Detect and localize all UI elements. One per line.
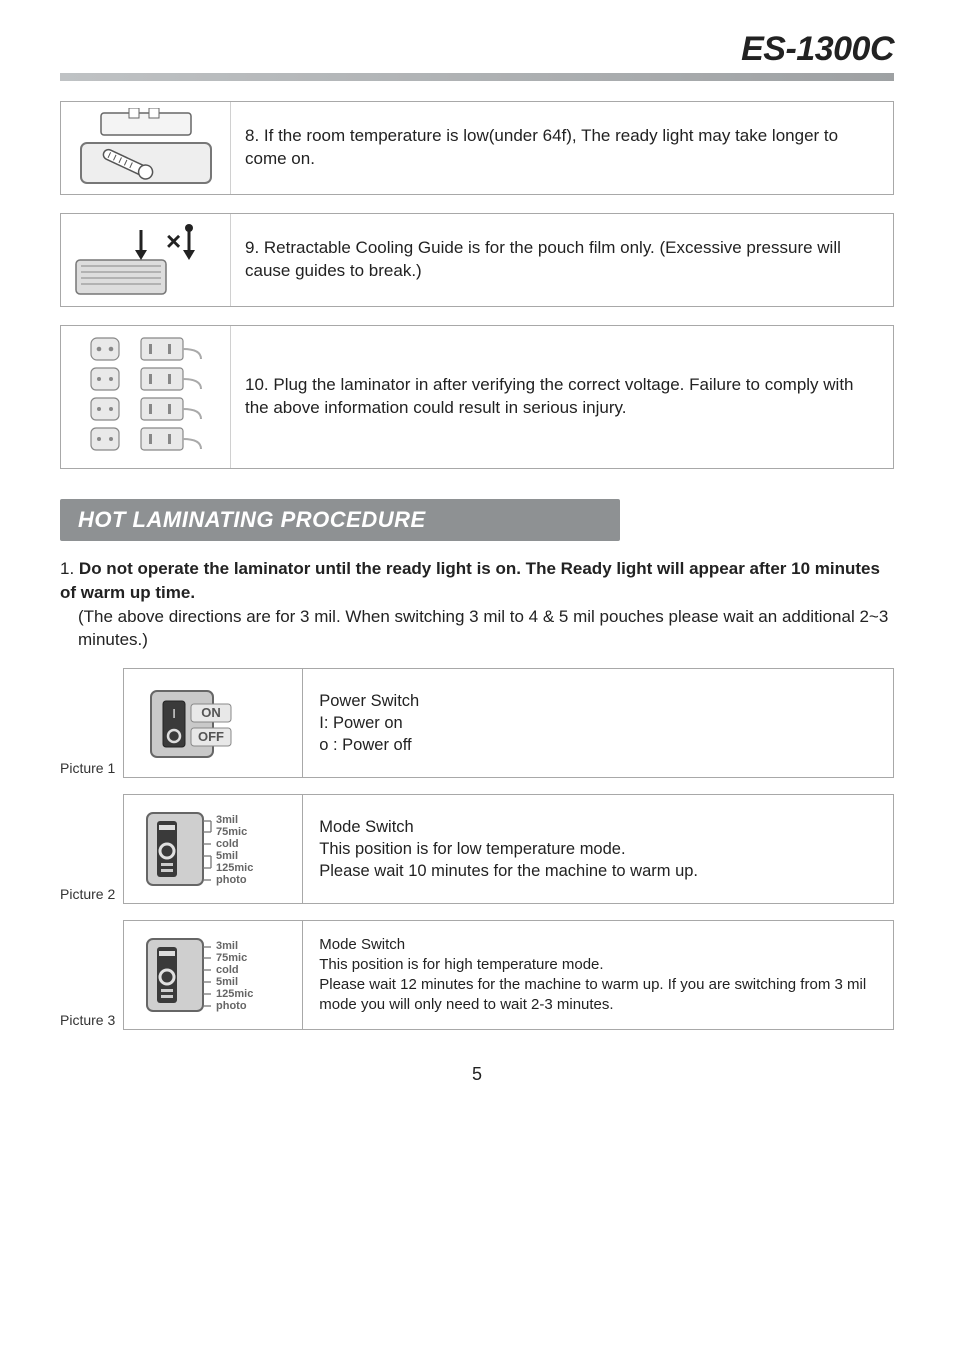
page-number: 5 xyxy=(60,1064,894,1085)
svg-text:125mic: 125mic xyxy=(216,862,253,874)
svg-text:ON: ON xyxy=(202,705,222,720)
info-box-9: × 9. Retractable Cooling Guide is for th… xyxy=(60,213,894,307)
intro-bold: Do not operate the laminator until the r… xyxy=(60,559,880,602)
picture-row-1: Picture 1 I ON OFF Power Switch I: Power… xyxy=(60,668,894,778)
picture-label: Picture 2 xyxy=(60,886,115,904)
text-line: Power Switch xyxy=(319,690,877,712)
thermometer-diagram xyxy=(61,102,231,194)
plug-types-diagram xyxy=(61,326,231,468)
svg-text:3mil: 3mil xyxy=(216,814,238,826)
text-line: This position is for low temperature mod… xyxy=(319,838,877,860)
picture-row-3: Picture 3 3mil 75mic cold 5mil 125mic ph… xyxy=(60,920,894,1030)
picture-label: Picture 1 xyxy=(60,760,115,778)
text-line: This position is for high temperature mo… xyxy=(319,955,877,975)
svg-text:cold: cold xyxy=(216,838,239,850)
text-line: Please wait 10 minutes for the machine t… xyxy=(319,860,877,882)
procedure-intro: 1. Do not operate the laminator until th… xyxy=(60,557,894,652)
text-line: Mode Switch xyxy=(319,816,877,838)
intro-plain: (The above directions are for 3 mil. Whe… xyxy=(60,605,894,653)
mode-switch-high-diagram: 3mil 75mic cold 5mil 125mic photo xyxy=(123,920,303,1030)
info-box-8: 8. If the room temperature is low(under … xyxy=(60,101,894,195)
svg-text:×: × xyxy=(166,226,181,256)
picture-text-1: Power Switch I: Power on o : Power off xyxy=(303,668,894,778)
model-title: ES-1300C xyxy=(60,30,894,69)
svg-text:photo: photo xyxy=(216,1000,247,1012)
picture-text-3: Mode Switch This position is for high te… xyxy=(303,920,894,1030)
info-box-10: 10. Plug the laminator in after verifyin… xyxy=(60,325,894,469)
info-text-9: 9. Retractable Cooling Guide is for the … xyxy=(231,214,893,306)
svg-text:cold: cold xyxy=(216,964,239,976)
svg-text:75mic: 75mic xyxy=(216,952,247,964)
page-header: ES-1300C xyxy=(60,30,894,81)
svg-text:photo: photo xyxy=(216,874,247,886)
section-title: HOT LAMINATING PROCEDURE xyxy=(60,499,620,541)
svg-text:I: I xyxy=(172,706,176,721)
svg-text:5mil: 5mil xyxy=(216,850,238,862)
picture-row-2: Picture 2 3mil 75mic cold 5mil 125mic xyxy=(60,794,894,904)
picture-text-2: Mode Switch This position is for low tem… xyxy=(303,794,894,904)
text-line: o : Power off xyxy=(319,734,877,756)
info-text-8: 8. If the room temperature is low(under … xyxy=(231,102,893,194)
svg-text:OFF: OFF xyxy=(198,729,224,744)
svg-text:75mic: 75mic xyxy=(216,826,247,838)
picture-label: Picture 3 xyxy=(60,1012,115,1030)
info-text-10: 10. Plug the laminator in after verifyin… xyxy=(231,326,893,468)
text-line: Mode Switch xyxy=(319,935,877,955)
header-underline xyxy=(60,73,894,81)
svg-text:5mil: 5mil xyxy=(216,976,238,988)
text-line: Please wait 12 minutes for the machine t… xyxy=(319,975,877,1016)
svg-text:125mic: 125mic xyxy=(216,988,253,1000)
mode-switch-low-diagram: 3mil 75mic cold 5mil 125mic photo xyxy=(123,794,303,904)
power-switch-diagram: I ON OFF xyxy=(123,668,303,778)
cooling-guide-diagram: × xyxy=(61,214,231,306)
svg-text:3mil: 3mil xyxy=(216,940,238,952)
text-line: I: Power on xyxy=(319,712,877,734)
intro-number: 1. xyxy=(60,559,74,578)
